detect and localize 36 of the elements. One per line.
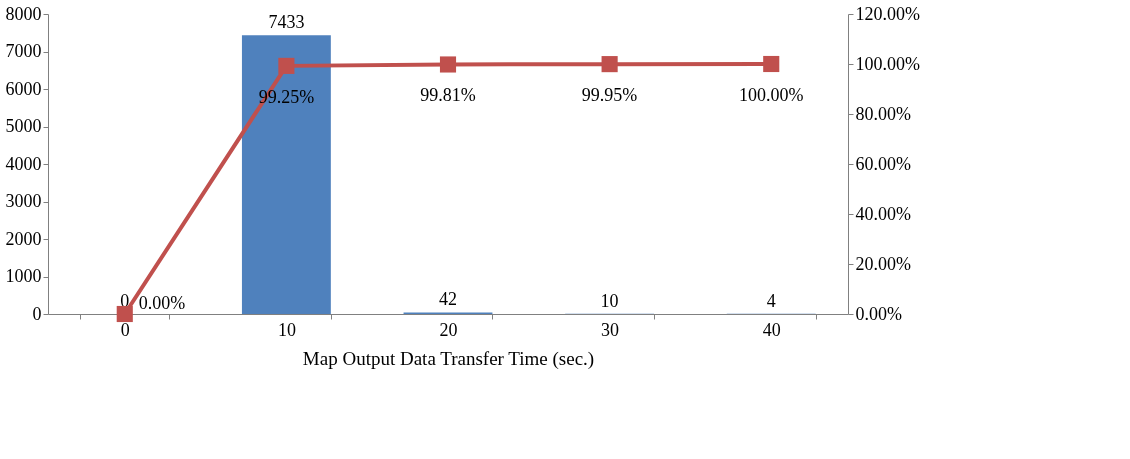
data-label: 0.00% [138, 293, 186, 313]
y-tick-label: 5000 [5, 116, 42, 136]
y-tick-label: 2000 [5, 228, 42, 249]
y-tick-label: 8000 [5, 3, 42, 24]
y2-tick-label: 0.00% [855, 303, 902, 324]
y-tick-label: 0 [32, 303, 42, 324]
data-label: 99.95% [581, 85, 638, 106]
y-tick-label: 6000 [5, 78, 42, 99]
y2-tick-label: 40.00% [855, 203, 911, 224]
point [601, 56, 618, 73]
data-label: 100.00% [738, 85, 804, 105]
data-label: 99.81% [420, 85, 476, 106]
data-label: 7433 [268, 12, 305, 33]
point [439, 56, 457, 73]
point [278, 57, 295, 74]
x-axis-title: Map Output Data Transfer Time (sec.) [302, 347, 595, 370]
y2-tick-label: 80.00% [855, 103, 911, 124]
y2-tick-label: 120.00% [855, 3, 920, 24]
data-label: 42 [439, 289, 457, 310]
point [116, 305, 133, 323]
y2-tick-label: 60.00% [855, 153, 911, 174]
x-tick-label: 30 [601, 319, 620, 340]
point [763, 55, 780, 73]
y-tick-label: 7000 [5, 41, 42, 61]
x-tick-label: 10 [277, 319, 296, 340]
x-tick-label: 20 [439, 319, 458, 340]
x-tick-label: 0 [120, 319, 130, 340]
x-tick-label: 40 [762, 319, 781, 340]
y2-tick-label: 100.00% [855, 53, 920, 74]
y-tick-label: 1000 [5, 266, 42, 286]
y-tick-label: 3000 [5, 191, 42, 211]
y-tick-label: 4000 [5, 153, 42, 174]
y2-tick-label: 20.00% [855, 253, 911, 274]
data-label: 4 [766, 290, 776, 311]
data-label: 10 [600, 290, 619, 311]
bar [241, 35, 331, 314]
